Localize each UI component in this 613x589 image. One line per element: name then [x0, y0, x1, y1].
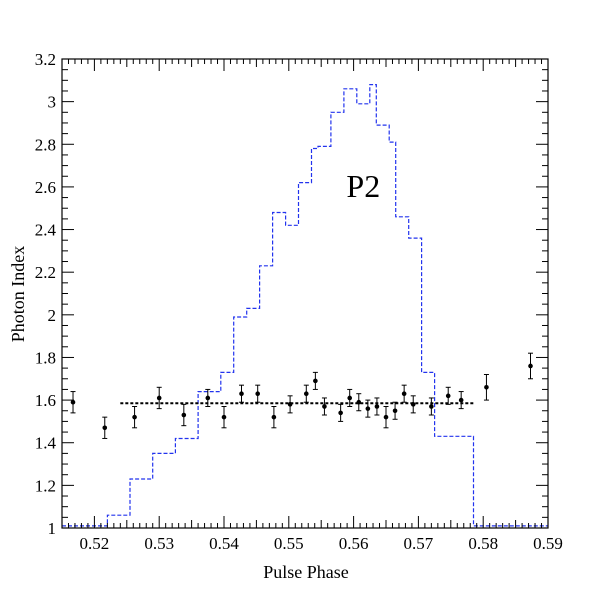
data-point [356, 393, 362, 412]
x-tick-label: 0.58 [468, 534, 498, 553]
y-tick-label: 3 [48, 93, 57, 112]
data-marker [429, 404, 434, 409]
pulse-profile-layer [62, 84, 548, 527]
plot-frame [61, 58, 549, 529]
data-point [374, 397, 380, 416]
y-tick-label: 1.4 [35, 434, 57, 453]
data-point [205, 388, 211, 407]
data-marker [221, 414, 227, 420]
data-point [102, 416, 108, 439]
data-points-layer [70, 352, 534, 439]
data-point [132, 405, 138, 429]
data-point [428, 397, 434, 416]
x-tick-label: 0.57 [404, 534, 434, 553]
data-marker [181, 412, 187, 418]
data-marker [410, 402, 416, 407]
data-marker [356, 399, 362, 405]
data-point [181, 403, 187, 427]
data-marker [156, 395, 162, 401]
data-point [321, 397, 327, 416]
y-axis-title: Photon Index [8, 246, 28, 343]
y-tick-label: 3.2 [35, 50, 56, 69]
data-point [238, 384, 244, 403]
y-tick-label: 2.4 [35, 221, 57, 240]
data-marker [528, 363, 533, 369]
data-marker [239, 391, 244, 396]
data-point [70, 391, 76, 414]
data-point [347, 388, 353, 407]
data-point [338, 403, 344, 422]
data-marker [401, 391, 407, 396]
y-tick-label: 2 [48, 306, 57, 325]
data-point [383, 405, 389, 429]
data-point [221, 405, 227, 429]
y-tick-label: 2.2 [35, 263, 56, 282]
data-point [312, 371, 318, 390]
x-tick-label: 0.53 [144, 534, 174, 553]
data-point [458, 391, 464, 410]
data-point [528, 352, 534, 380]
data-point [401, 384, 407, 403]
y-tick-label: 1.8 [35, 348, 56, 367]
data-point [445, 386, 451, 405]
data-marker [205, 395, 211, 401]
x-tick-label: 0.55 [274, 534, 304, 553]
data-marker [132, 414, 137, 420]
data-marker [287, 402, 293, 407]
x-tick-label: 0.54 [209, 534, 239, 553]
data-marker [365, 406, 371, 411]
data-point [287, 395, 293, 414]
y-tick-label: 2.6 [35, 178, 56, 197]
y-tick-label: 1 [48, 519, 57, 538]
data-point [156, 386, 162, 410]
data-point [483, 374, 489, 401]
data-marker [347, 395, 353, 401]
data-marker [383, 414, 389, 420]
data-marker [484, 385, 489, 390]
data-marker [303, 391, 309, 396]
x-axis: 0.52 0.53 0.54 0.55 0.56 0.57 0.58 0.59 [61, 59, 563, 553]
data-marker [445, 393, 451, 399]
x-tick-label: 0.56 [339, 534, 369, 553]
data-marker [338, 410, 343, 416]
pulse-profile-step [62, 84, 548, 527]
p2-annotation: P2 [346, 168, 380, 204]
data-point [271, 405, 277, 429]
y-axis: 1 1.2 1.4 1.6 1.8 2 2.2 2.4 2.6 2.8 3 3.2 [35, 50, 548, 538]
y-tick-label: 1.2 [35, 476, 56, 495]
data-marker [392, 408, 398, 414]
y-tick-label: 2.8 [35, 135, 56, 154]
data-marker [255, 391, 260, 396]
x-axis-title: Pulse Phase [263, 562, 349, 582]
data-marker [102, 425, 108, 431]
data-point [392, 401, 398, 420]
data-point [255, 384, 261, 403]
data-marker [322, 404, 327, 409]
data-marker [271, 414, 277, 420]
data-marker [313, 378, 318, 384]
x-tick-label: 0.59 [533, 534, 563, 553]
y-tick-label: 1.6 [35, 391, 56, 410]
data-marker [374, 404, 380, 409]
data-point [365, 399, 371, 418]
data-marker [458, 397, 464, 403]
data-marker [70, 399, 76, 405]
x-tick-label: 0.52 [80, 534, 110, 553]
data-point [303, 384, 309, 403]
data-point [410, 395, 416, 414]
